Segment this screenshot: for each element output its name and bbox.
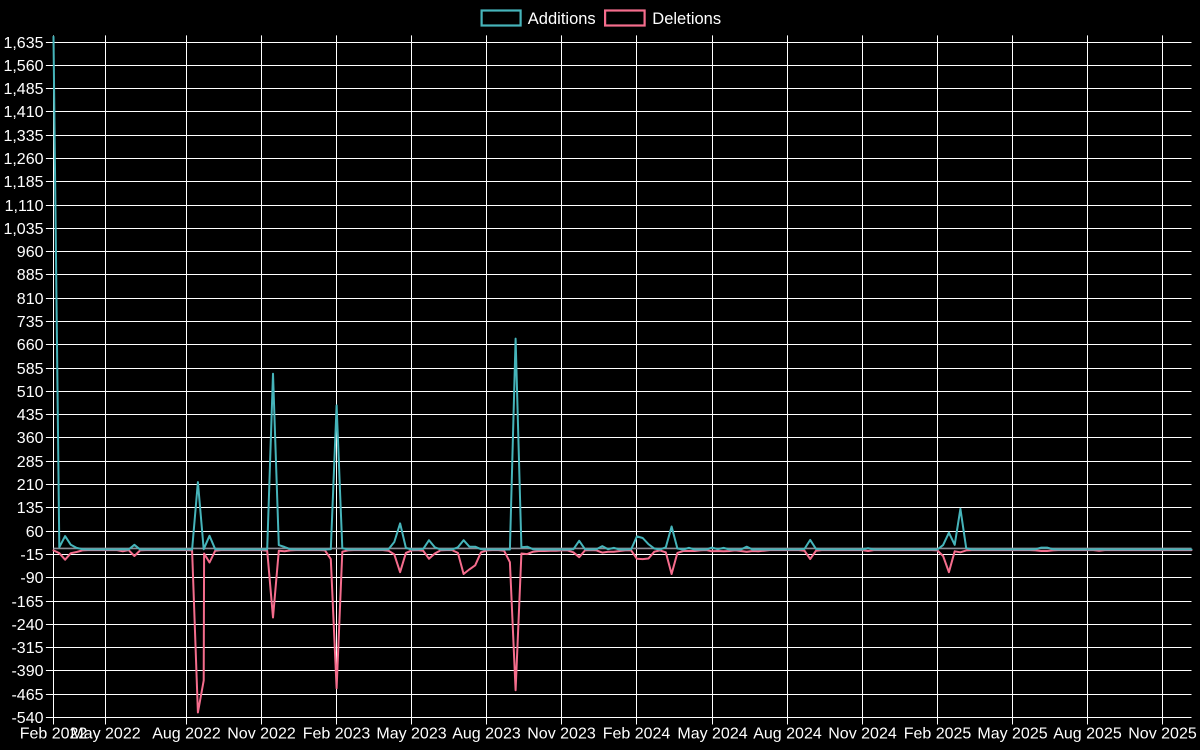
svg-text:1,335: 1,335 [3,128,43,145]
svg-text:Aug 2022: Aug 2022 [152,726,221,743]
svg-text:135: 135 [17,500,44,517]
svg-text:285: 285 [17,454,44,471]
svg-text:Deletions: Deletions [652,10,721,28]
svg-text:-315: -315 [11,640,43,657]
svg-text:60: 60 [26,524,44,541]
svg-text:Feb 2022: Feb 2022 [20,726,88,743]
svg-text:885: 885 [17,267,44,284]
svg-text:360: 360 [17,430,44,447]
svg-text:Feb 2025: Feb 2025 [904,726,972,743]
svg-text:Aug 2025: Aug 2025 [1053,726,1122,743]
svg-text:May 2025: May 2025 [977,726,1047,743]
svg-text:Nov 2025: Nov 2025 [1128,726,1197,743]
svg-text:May 2024: May 2024 [677,726,747,743]
svg-text:Additions: Additions [528,10,596,28]
svg-text:Nov 2023: Nov 2023 [527,726,596,743]
svg-text:-540: -540 [11,710,43,727]
svg-text:Feb 2024: Feb 2024 [603,726,671,743]
svg-text:May 2023: May 2023 [376,726,446,743]
svg-text:960: 960 [17,244,44,261]
svg-text:1,110: 1,110 [5,198,44,215]
svg-text:1,410: 1,410 [3,104,43,121]
svg-text:810: 810 [17,291,44,308]
svg-text:1,185: 1,185 [3,174,43,191]
svg-text:Aug 2024: Aug 2024 [753,726,822,743]
svg-text:585: 585 [17,361,44,378]
svg-text:-465: -465 [11,687,43,704]
svg-text:435: 435 [17,407,44,424]
svg-text:735: 735 [17,314,44,331]
svg-text:-240: -240 [11,617,43,634]
svg-text:-90: -90 [20,570,43,587]
svg-text:660: 660 [17,337,44,354]
svg-text:1,260: 1,260 [3,151,43,168]
svg-text:210: 210 [17,477,44,494]
svg-text:Nov 2022: Nov 2022 [227,726,296,743]
svg-text:1,635: 1,635 [3,35,43,52]
svg-text:1,035: 1,035 [3,221,43,238]
svg-text:May 2022: May 2022 [70,726,140,743]
svg-text:1,560: 1,560 [3,58,43,75]
svg-text:-165: -165 [11,594,43,611]
svg-text:-15: -15 [20,547,43,564]
svg-text:Nov 2024: Nov 2024 [828,726,897,743]
svg-text:Aug 2023: Aug 2023 [452,726,521,743]
svg-text:-390: -390 [11,663,43,680]
svg-text:1,485: 1,485 [3,81,43,98]
svg-text:510: 510 [17,384,44,401]
svg-text:Feb 2023: Feb 2023 [303,726,371,743]
